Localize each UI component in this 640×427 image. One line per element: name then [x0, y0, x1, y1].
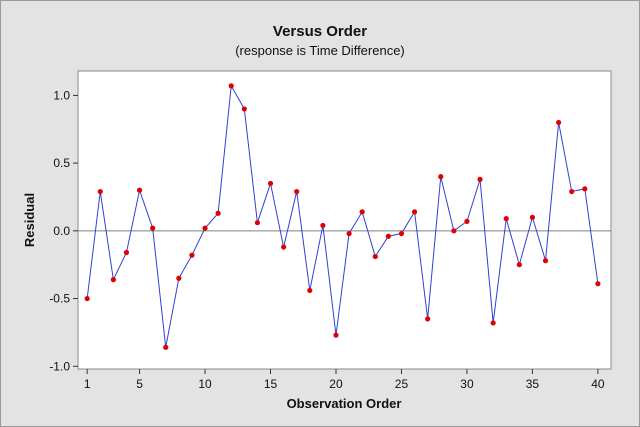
- residual-point: [411, 209, 418, 215]
- y-axis-label: Residual: [22, 193, 37, 247]
- y-tick-label: 1.0: [53, 88, 70, 102]
- residual-point: [425, 316, 431, 322]
- residual-point: [267, 180, 274, 187]
- residual-point: [241, 106, 247, 112]
- plot-area: [77, 70, 612, 370]
- chart-title: Versus Order: [273, 23, 367, 40]
- x-tick-label: 10: [198, 377, 212, 391]
- residual-point: [307, 287, 313, 294]
- residual-point: [123, 249, 130, 256]
- residual-point: [189, 252, 195, 258]
- residual-point: [228, 83, 234, 89]
- residual-point: [294, 188, 300, 195]
- residual-point: [110, 277, 116, 283]
- y-tick-label: -0.5: [49, 292, 70, 306]
- x-tick-label: 1: [84, 377, 91, 391]
- residual-point: [464, 218, 470, 224]
- residual-point: [254, 220, 261, 226]
- residual-point: [582, 186, 588, 192]
- residual-series-line: [86, 84, 599, 348]
- residual-point: [556, 119, 562, 126]
- y-tick-label: 0.5: [53, 156, 70, 170]
- residual-point: [281, 244, 287, 250]
- residual-point: [529, 214, 536, 220]
- residual-point: [163, 344, 169, 350]
- x-tick-label: 15: [264, 377, 278, 391]
- residual-point: [372, 253, 378, 260]
- x-axis-label: Observation Order: [287, 396, 402, 411]
- y-tick-label: -1.0: [49, 359, 70, 373]
- residual-point: [569, 188, 575, 195]
- y-tick-label: 0.0: [53, 224, 70, 238]
- x-tick-label: 30: [460, 377, 474, 391]
- x-tick-label: 5: [136, 377, 143, 391]
- residual-point: [202, 225, 208, 231]
- residual-point: [542, 258, 549, 264]
- residual-point: [136, 187, 143, 193]
- chart-subtitle: (response is Time Difference): [235, 43, 405, 58]
- residual-point: [359, 209, 365, 215]
- residual-point: [150, 225, 156, 231]
- residual-point: [451, 228, 457, 234]
- residual-point: [215, 210, 221, 216]
- x-tick-label: 20: [329, 377, 343, 391]
- residual-point: [84, 295, 90, 302]
- residual-point: [595, 281, 601, 287]
- residual-point: [516, 262, 522, 268]
- residual-point: [490, 320, 496, 326]
- x-tick-label: 40: [591, 377, 605, 391]
- residual-point: [398, 230, 405, 237]
- residual-point: [320, 222, 326, 229]
- residual-point: [477, 176, 483, 182]
- residual-point: [385, 233, 391, 239]
- residual-point: [97, 188, 103, 195]
- residual-point: [503, 216, 509, 222]
- x-tick-label: 35: [526, 377, 540, 391]
- x-tick-label: 25: [395, 377, 409, 391]
- residual-point: [176, 275, 182, 281]
- residual-point: [438, 174, 444, 180]
- residual-point: [333, 332, 339, 338]
- residual-point: [346, 230, 352, 237]
